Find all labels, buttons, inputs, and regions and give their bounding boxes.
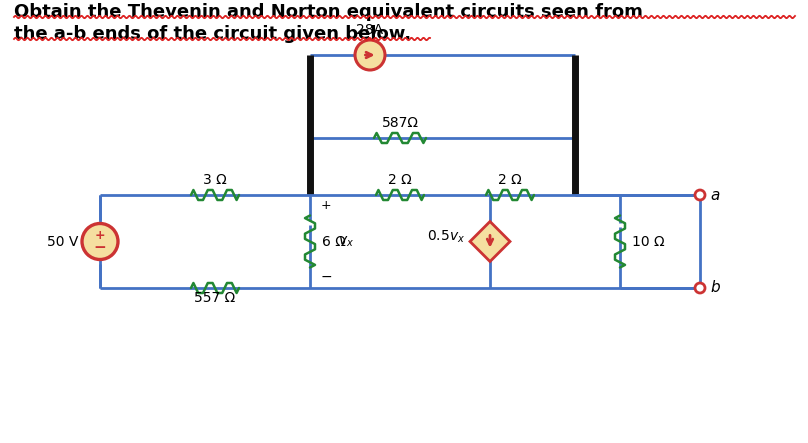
Text: 28A: 28A <box>356 23 384 37</box>
Text: Obtain the Thevenin and Norton equivalent circuits seen from: Obtain the Thevenin and Norton equivalen… <box>14 3 643 21</box>
Text: 3 Ω: 3 Ω <box>203 173 227 187</box>
Text: 6 Ω: 6 Ω <box>322 234 346 249</box>
Text: 10 Ω: 10 Ω <box>632 234 665 249</box>
Text: −: − <box>94 240 107 255</box>
Text: the a-b ends of the circuit given below.: the a-b ends of the circuit given below. <box>14 25 411 43</box>
Text: $v_x$: $v_x$ <box>338 234 354 249</box>
Polygon shape <box>470 222 510 261</box>
Text: 557 Ω: 557 Ω <box>195 291 236 305</box>
Text: 50 V: 50 V <box>47 234 78 249</box>
Circle shape <box>695 190 705 200</box>
Text: +: + <box>95 229 105 242</box>
Text: −: − <box>320 270 332 284</box>
Text: 587Ω: 587Ω <box>381 116 419 130</box>
Text: b: b <box>710 280 720 295</box>
Circle shape <box>82 224 118 260</box>
Text: $0.5v_x$: $0.5v_x$ <box>427 228 465 245</box>
Circle shape <box>355 40 385 70</box>
Text: 2 Ω: 2 Ω <box>388 173 412 187</box>
Text: 2 Ω: 2 Ω <box>498 173 522 187</box>
Text: +: + <box>321 199 331 212</box>
Text: a: a <box>710 187 719 202</box>
Circle shape <box>695 283 705 293</box>
